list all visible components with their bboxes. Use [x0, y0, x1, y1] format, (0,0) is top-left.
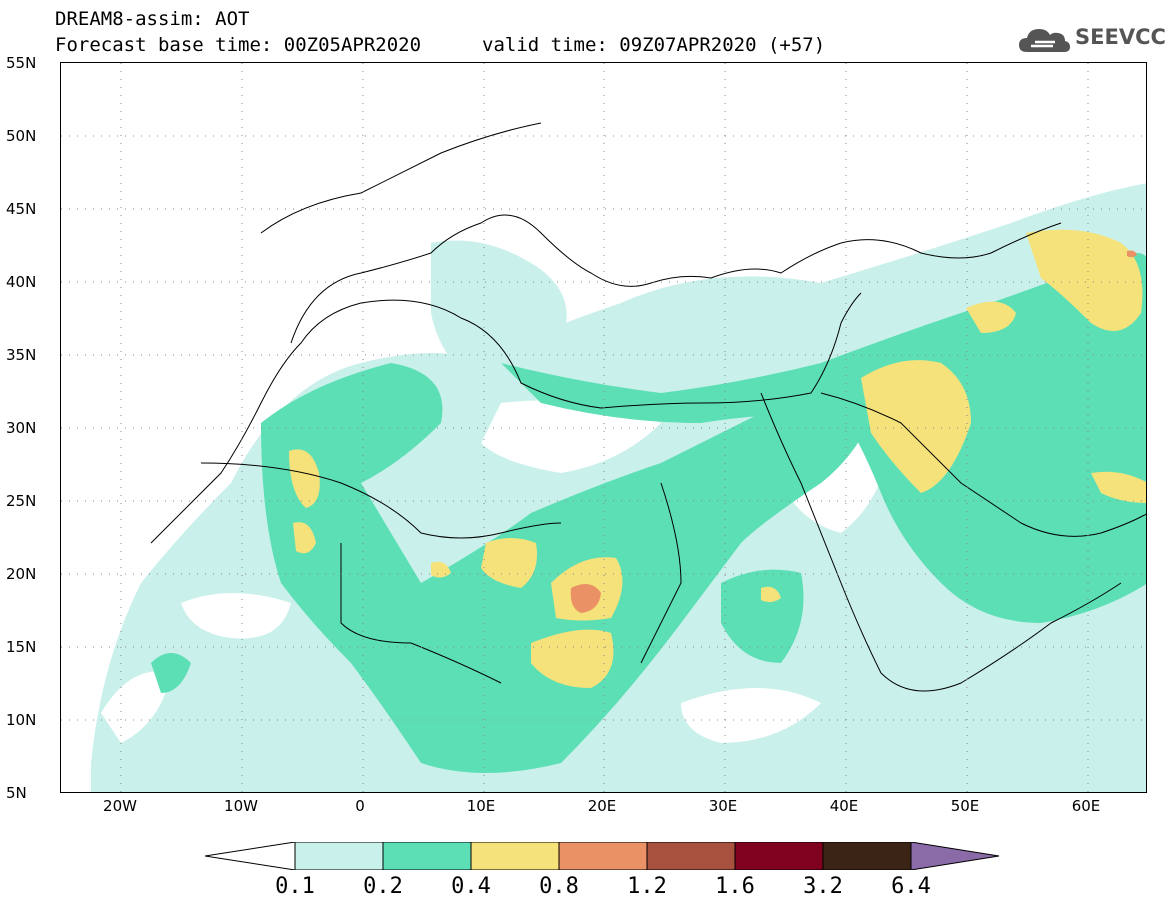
- title-line-2: Forecast base time: 00Z05APR2020: [55, 34, 422, 56]
- lat-label: 10N: [6, 711, 37, 729]
- lon-label: 0: [355, 797, 365, 815]
- aot-shading-0.8: [570, 250, 1137, 613]
- coastlines: [150, 122, 1146, 692]
- colorbar-swatch: [734, 842, 824, 870]
- cloud-icon: [1019, 29, 1070, 52]
- lon-label: 10W: [224, 797, 258, 815]
- seevccc-logo: SEEVCCC: [1017, 22, 1165, 58]
- colorbar-swatch: [646, 842, 736, 870]
- colorbar-swatch: [470, 842, 560, 870]
- lat-label: 30N: [6, 419, 37, 437]
- colorbar-label: 0.4: [451, 874, 491, 899]
- lat-label: 55N: [6, 54, 37, 72]
- lat-label: 20N: [6, 565, 37, 583]
- lon-label: 50E: [950, 797, 980, 815]
- colorbar-label: 0.8: [539, 874, 579, 899]
- lat-label: 25N: [6, 492, 37, 510]
- lat-label: 40N: [6, 273, 37, 291]
- title-line-3: valid time: 09Z07APR2020 (+57): [482, 34, 826, 56]
- colorbar-label: 0.2: [363, 874, 403, 899]
- lat-label: 15N: [6, 638, 37, 656]
- map-canvas: [61, 63, 1146, 792]
- colorbar-label: 0.1: [275, 874, 315, 899]
- aot-map: [60, 62, 1147, 793]
- lat-label: 45N: [6, 200, 37, 218]
- colorbar-swatch: [294, 842, 384, 870]
- aot-shading-0.4: [289, 229, 1146, 688]
- lon-label: 20W: [103, 797, 137, 815]
- colorbar-label: 6.4: [891, 874, 931, 899]
- colorbar-label: 1.2: [627, 874, 667, 899]
- lon-label: 40E: [829, 797, 859, 815]
- lon-label: 20E: [587, 797, 617, 815]
- colorbar-low-arrow: [205, 842, 296, 870]
- lon-label: 30E: [708, 797, 738, 815]
- lon-label: 60E: [1071, 797, 1101, 815]
- logo-text: SEEVCCC: [1075, 25, 1165, 49]
- lat-label: 50N: [6, 127, 37, 145]
- colorbar-swatch: [822, 842, 912, 870]
- colorbar-swatch: [382, 842, 472, 870]
- lon-label: 10E: [466, 797, 496, 815]
- colorbar-high-arrow: [910, 842, 1000, 870]
- colorbar: [205, 842, 1000, 870]
- lat-label: 5N: [6, 784, 27, 802]
- title-line-1: DREAM8-assim: AOT: [55, 8, 250, 30]
- colorbar-label: 3.2: [803, 874, 843, 899]
- colorbar-label: 1.6: [715, 874, 755, 899]
- colorbar-swatch: [558, 842, 648, 870]
- lat-label: 35N: [6, 346, 37, 364]
